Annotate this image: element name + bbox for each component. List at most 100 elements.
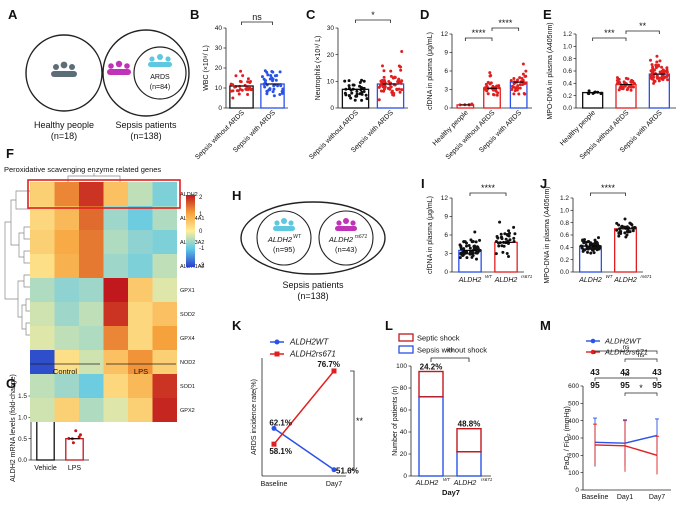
data-point [501,250,505,254]
n-label: 43 [590,367,600,377]
data-point [358,81,362,85]
gene-label: GPX1 [180,288,195,294]
data-point [249,87,253,91]
y-tick-label: 60 [400,407,408,414]
data-point [355,89,359,93]
x-tick-label: Sepsis without ARDS [194,109,246,161]
y-axis-label: cfDNA in plasma (μg/mL) [427,32,434,110]
data-point [458,256,462,260]
gene-label: SOD2 [180,312,195,318]
heatmap-cell [103,350,128,374]
data-point [599,92,603,96]
y-axis-label: Number of patients (n) [392,386,399,456]
data-point [362,89,366,93]
data-point [515,88,519,92]
data-point [360,98,364,102]
data-point [388,86,392,90]
heatmap-cell [30,326,55,350]
heatmap-cell [152,374,177,398]
data-point [271,425,277,431]
data-point [262,77,266,81]
data-point [507,229,511,233]
x-tick-label: ALDH2 [494,277,518,284]
heatmap-cell [152,182,177,206]
data-point [524,74,528,78]
data-point [633,81,637,85]
significance-label: *** [604,28,615,38]
data-point [583,248,587,252]
data-point [364,93,368,97]
heatmap-cell [152,278,177,302]
y-tick-label: 1.2 [560,195,569,202]
x-tick-label: Day1 [617,494,633,501]
data-point [588,242,592,246]
gene-label: SOD1 [180,384,195,390]
heatmap-cell [128,206,153,230]
data-point [400,49,404,53]
bar-segment [456,428,482,453]
legend-marker [590,349,596,355]
value-label: 58.1% [269,447,292,456]
data-point [347,94,351,98]
rs671-label: ALDH2 [328,235,354,244]
data-point [521,80,525,84]
data-point [617,81,621,85]
data-point [593,238,597,242]
panel-c-chart: 0 10 20 30 Neutrophils (×10⁹/ L) Sepsis witho… [308,10,408,161]
y-axis-label: ALDH2 mRNA levels (fold-change) [10,374,17,482]
data-point [497,84,501,88]
colorbar-tick-3: 0 [199,229,203,235]
heatmap-cell [152,326,177,350]
data-point [523,92,527,96]
series-line [273,427,335,471]
y-tick-label: 9 [444,214,448,221]
data-point [623,217,627,221]
data-point [271,77,275,81]
data-point [379,79,383,83]
gene-label: NOD2 [180,360,195,366]
data-point [392,93,396,97]
y-tick-label: 10 [327,79,335,86]
data-point [666,78,670,82]
gene-label: GPX4 [180,336,195,342]
data-point [660,65,664,69]
data-point [281,87,285,91]
significance-label: ** [356,416,364,426]
data-point [650,63,654,67]
data-point [266,73,270,77]
data-point [278,70,282,74]
data-point [272,87,276,91]
data-point [74,429,78,433]
data-point [234,74,238,78]
data-point [389,74,393,78]
heatmap-cell [79,326,104,350]
y-axis-label: MPO-DNA in plasma (A405nm) [544,186,551,283]
data-point [495,235,499,239]
group-control-label: Control [53,367,78,376]
data-point [344,87,348,91]
panel-m-chart: 0 100 200 300 400 500 600 PaO₂ / FiO₂ (mmHg) Bas… [564,337,671,501]
heatmap-cell [152,206,177,230]
x-tick-label: Sepsis without ARDS [445,109,497,161]
data-point [512,92,516,96]
x-tick-sup: rs671 [481,477,493,482]
data-point [655,60,659,64]
panel-f: Peroxidative scavenging enzyme related g… [4,165,205,422]
data-point [518,86,522,90]
significance-bracket [590,192,626,196]
n-label: 95 [620,380,630,390]
data-point [518,76,522,80]
data-point [79,433,83,437]
y-tick-label: 100 [396,363,407,370]
y-tick-label: 0.8 [563,56,572,63]
data-point [618,86,622,90]
healthy-label: Healthy people [34,120,94,130]
data-point [382,75,386,79]
data-point [474,240,478,244]
data-point [360,78,364,82]
x-tick-sup: rs671 [641,274,653,279]
data-point [464,244,468,248]
rs671-sup: rs671 [355,234,368,240]
data-point [271,70,275,74]
heatmap-cell [103,398,128,422]
